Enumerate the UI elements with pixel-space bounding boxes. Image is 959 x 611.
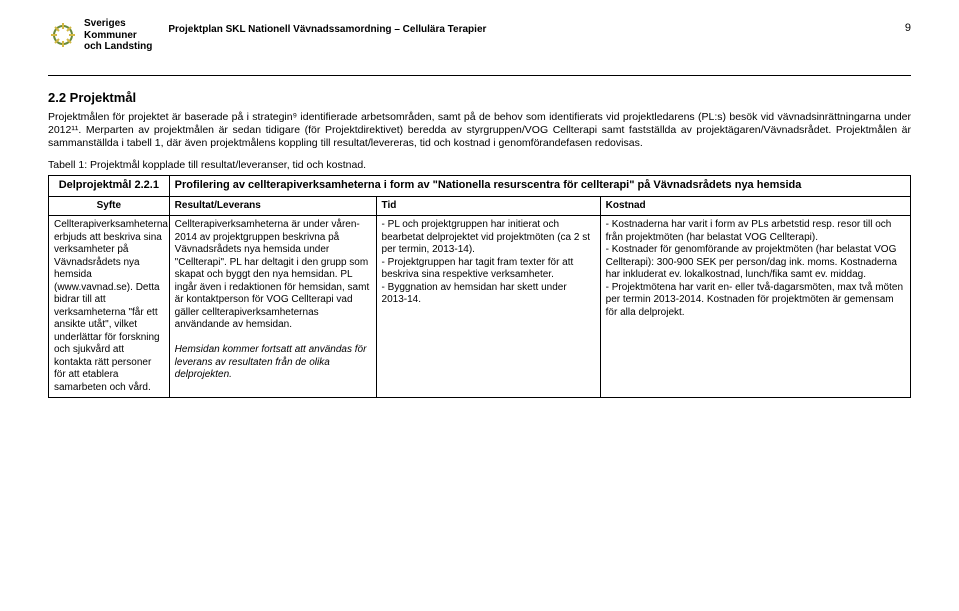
org-name: Sveriges Kommuner och Landsting [84,18,152,53]
page-header: Sveriges Kommuner och Landsting Projektp… [48,18,911,53]
doc-title: Projektplan SKL Nationell Vävnadssamordn… [168,24,486,35]
org-logo-block: Sveriges Kommuner och Landsting [48,18,152,53]
cell-resultat-main: Cellterapiverksamheterna är under våren-… [175,219,370,330]
table-caption: Tabell 1: Projektmål kopplade till resul… [48,159,911,171]
cell-tid: - PL och projektgruppen har initierat oc… [376,216,600,398]
projektmal-table: Delprojektmål 2.2.1 Profilering av cellt… [48,175,911,398]
profile-cell: Profilering av cellterapiverksamheterna … [169,175,910,196]
col-tid-header: Tid [376,196,600,216]
cell-resultat-italic: Hemsidan kommer fortsatt att användas fö… [175,344,367,380]
page-number: 9 [905,22,911,34]
header-rule [48,75,911,76]
table-row: Cellterapiverksamheterna erbjuds att bes… [49,216,911,398]
cell-syfte: Cellterapiverksamheterna erbjuds att bes… [49,216,170,398]
col-syfte-header: Syfte [49,196,170,216]
section-para1: Projektmålen för projektet är baserade p… [48,111,911,151]
org-line3: och Landsting [84,41,152,53]
org-line1: Sveriges [84,18,152,30]
cell-resultat: Cellterapiverksamheterna är under våren-… [169,216,376,398]
delprojektmal-cell: Delprojektmål 2.2.1 [49,175,170,196]
table-header-row-1: Delprojektmål 2.2.1 Profilering av cellt… [49,175,911,196]
col-result-header: Resultat/Leverans [169,196,376,216]
col-kostnad-header: Kostnad [600,196,910,216]
skl-logo-icon [48,20,78,50]
table-header-row-2: Syfte Resultat/Leverans Tid Kostnad [49,196,911,216]
section-heading: 2.2 Projektmål [48,90,911,105]
org-line2: Kommuner [84,30,152,42]
cell-kostnad: - Kostnaderna har varit i form av PLs ar… [600,216,910,398]
